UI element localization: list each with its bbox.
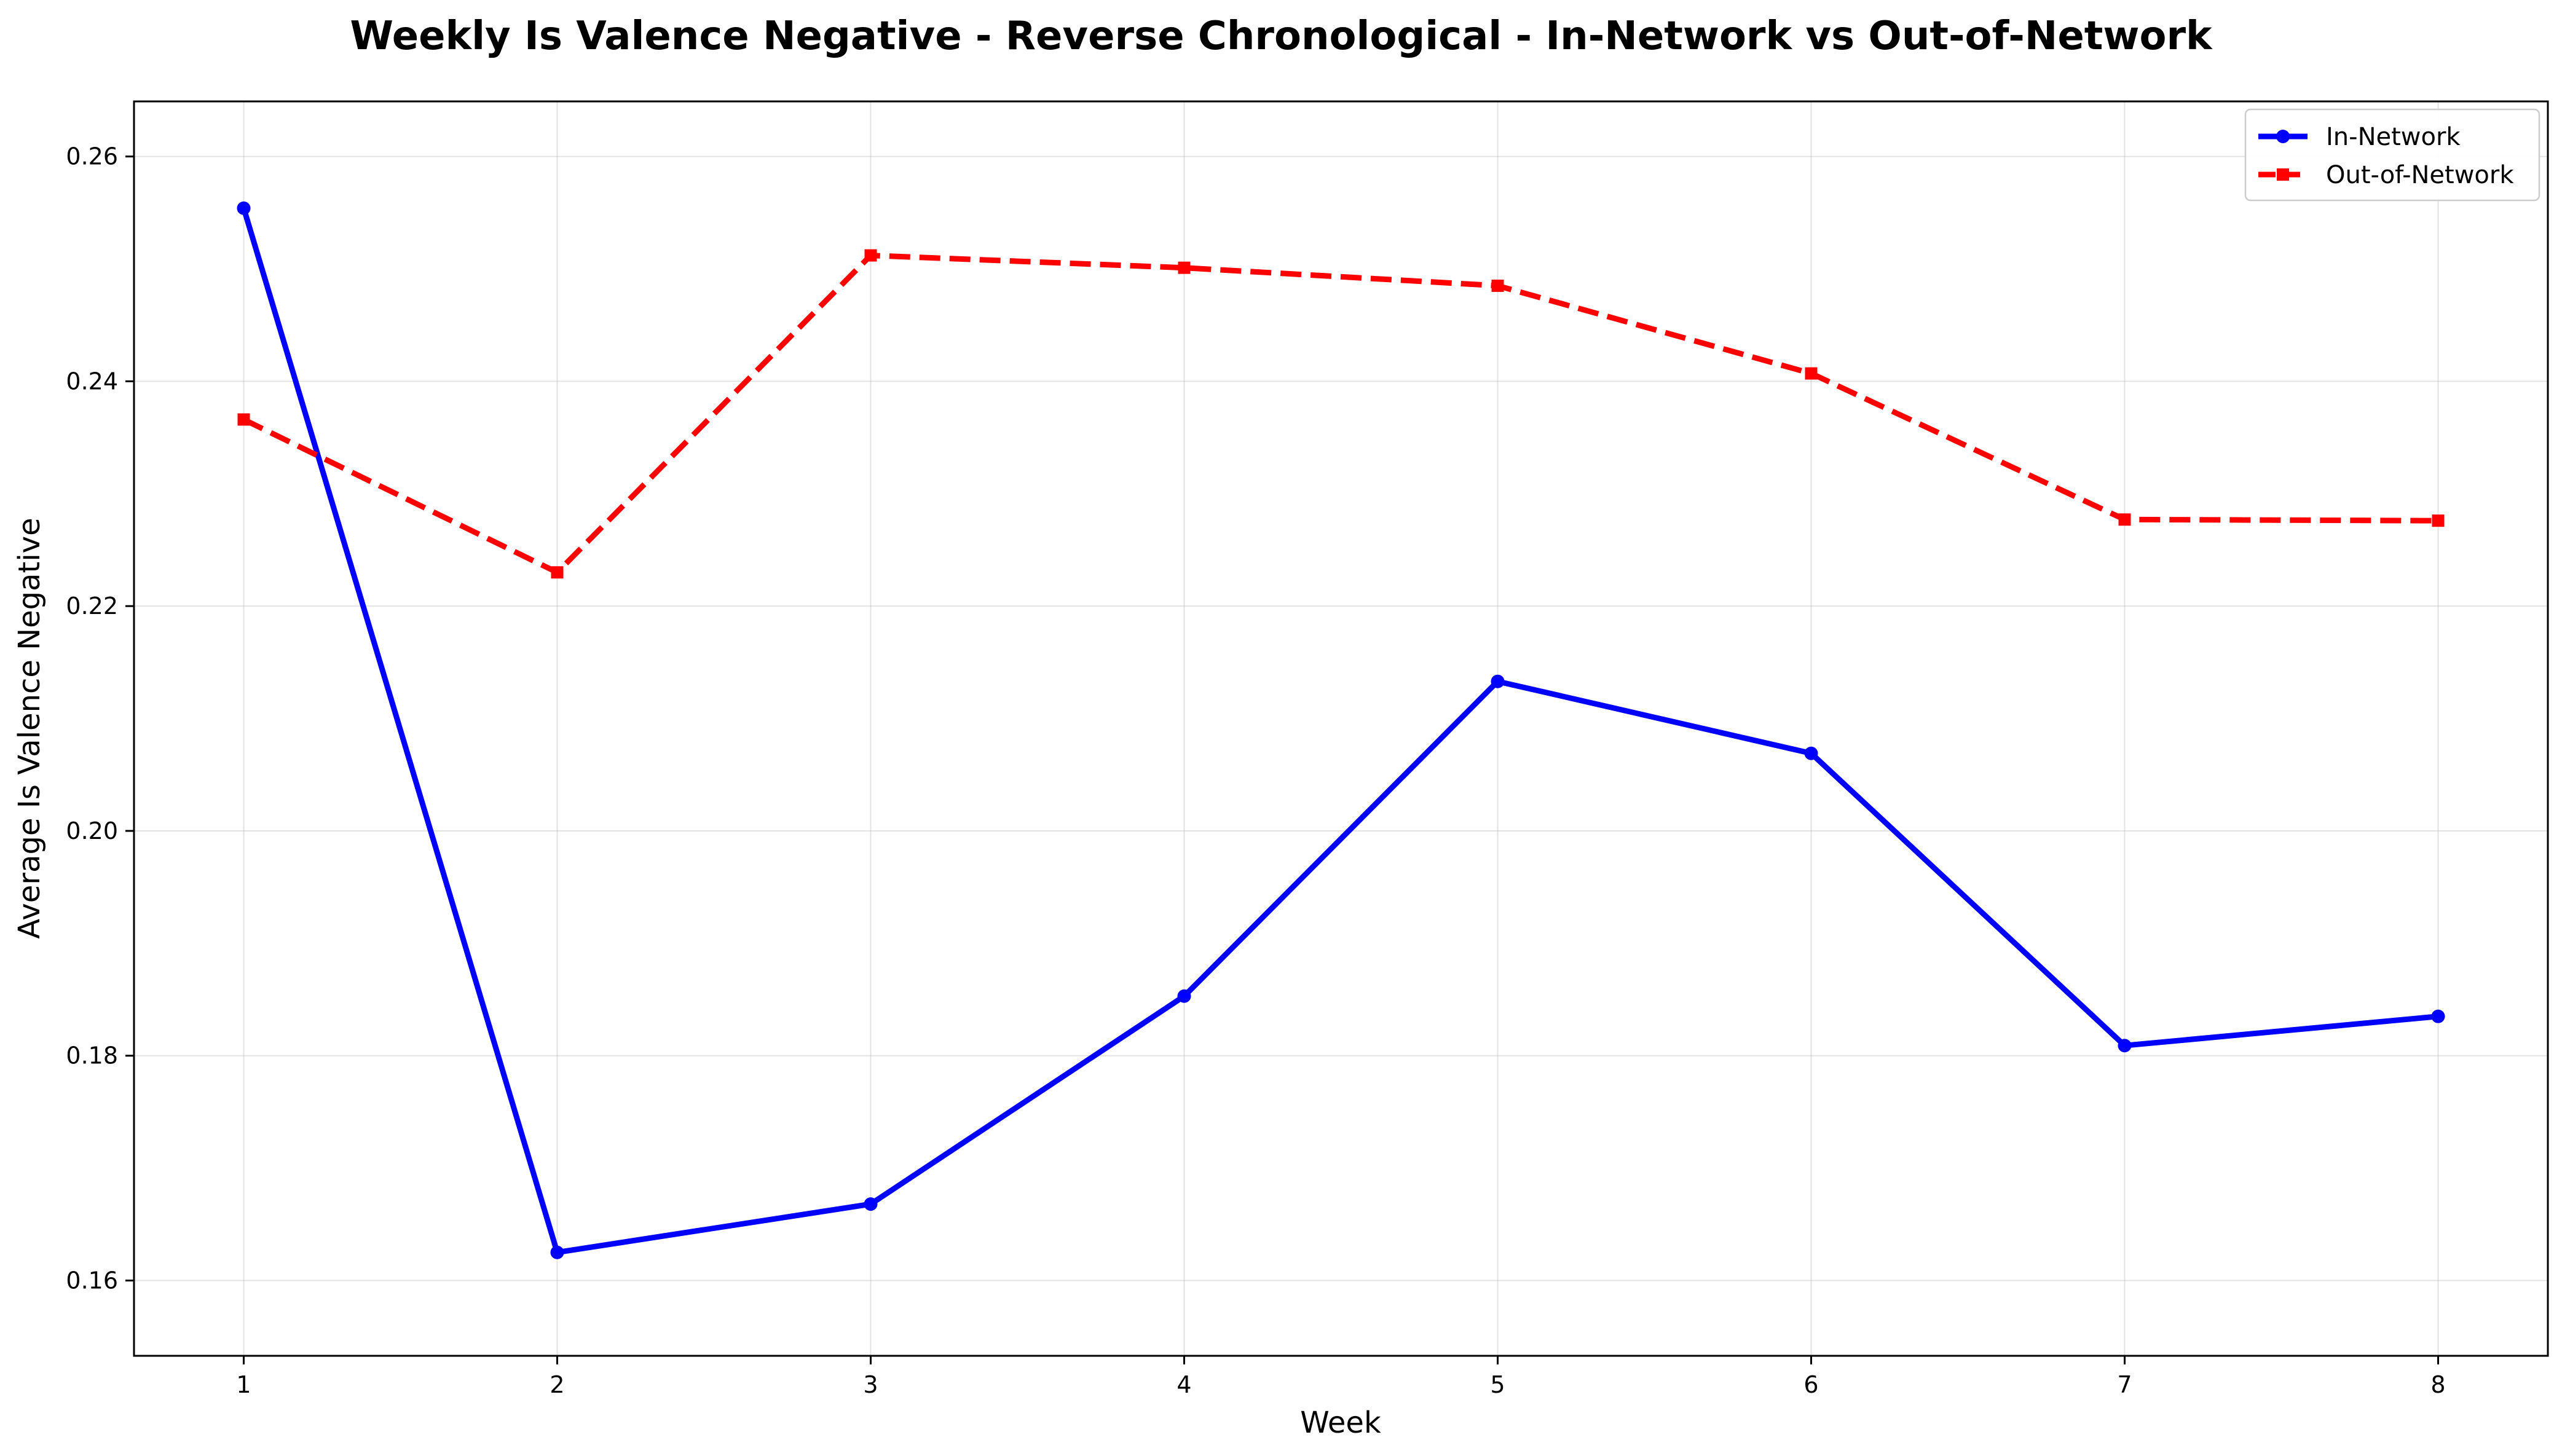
y-tick-label: 0.20: [66, 817, 118, 844]
data-point-in-network: [237, 201, 251, 215]
legend-label-in-network: In-Network: [2326, 123, 2461, 151]
data-point-out-of-network: [551, 566, 564, 579]
y-axis-ticks: 0.16 0.18 0.20 0.22 0.24 0.26: [66, 143, 134, 1294]
data-point-out-of-network: [2118, 513, 2131, 526]
data-point-out-of-network: [1491, 279, 1504, 292]
data-point-out-of-network: [864, 249, 877, 262]
grid: [134, 101, 2548, 1356]
series-line-in-network: [241, 205, 2441, 1256]
x-tick-label: 5: [1490, 1371, 1505, 1398]
chart-title: Weekly Is Valence Negative - Reverse Chr…: [350, 14, 2213, 59]
x-tick-label: 6: [1803, 1371, 1818, 1398]
data-point-in-network: [864, 1197, 878, 1211]
y-tick-label: 0.22: [66, 592, 118, 620]
series-line-out-of-network: [242, 253, 2438, 575]
data-point-out-of-network: [237, 413, 250, 426]
legend-marker-in-network: [2276, 130, 2290, 143]
y-tick-label: 0.16: [66, 1267, 118, 1294]
data-point-in-network: [1804, 746, 1818, 760]
x-axis-ticks: 1 2 3 4 5 6 7 8: [236, 1356, 2446, 1398]
y-axis-label: Average Is Valence Negative: [12, 517, 47, 939]
x-axis-label: Week: [1300, 1406, 1381, 1440]
x-tick-label: 4: [1177, 1371, 1191, 1398]
data-point-in-network: [2118, 1039, 2132, 1053]
x-tick-label: 3: [863, 1371, 878, 1398]
plot-frame: [133, 100, 2549, 1357]
data-point-out-of-network: [1805, 367, 1818, 380]
data-point-out-of-network: [1178, 261, 1191, 274]
x-tick-label: 1: [236, 1371, 251, 1398]
data-point-out-of-network: [2432, 514, 2445, 527]
x-tick-label: 2: [550, 1371, 564, 1398]
x-tick-label: 7: [2117, 1371, 2132, 1398]
legend-marker-out-of-network: [2277, 168, 2289, 181]
data-point-in-network: [1177, 989, 1191, 1003]
legend-box: [2244, 108, 2540, 202]
x-tick-label: 8: [2430, 1371, 2445, 1398]
y-tick-label: 0.26: [66, 143, 118, 170]
y-tick-label: 0.24: [66, 368, 118, 395]
data-point-in-network: [2431, 1009, 2445, 1023]
y-tick-label: 0.18: [66, 1042, 118, 1069]
legend-label-out-of-network: Out-of-Network: [2326, 161, 2514, 189]
series-layer: [237, 201, 2445, 1259]
legend: In-Network Out-of-Network: [2244, 108, 2540, 202]
data-point-in-network: [1491, 674, 1505, 688]
data-point-in-network: [550, 1245, 564, 1259]
